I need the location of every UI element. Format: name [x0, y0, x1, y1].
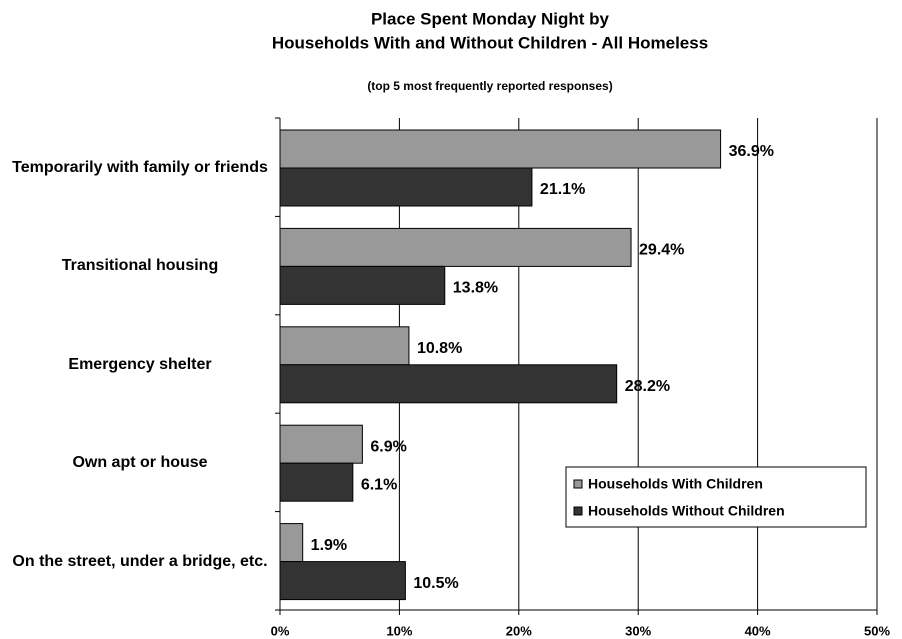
bar: [279, 167, 533, 207]
data-label: 6.1%: [361, 476, 397, 493]
legend-swatch: [573, 479, 583, 489]
bar: [279, 462, 354, 502]
legend-label: Households Without Children: [588, 503, 785, 519]
data-label: 10.8%: [417, 340, 462, 357]
chart-subtitle: (top 5 most frequently reported response…: [367, 79, 612, 93]
bar: [279, 227, 632, 267]
data-label: 1.9%: [311, 537, 347, 554]
data-label: 28.2%: [625, 378, 670, 395]
category-label: On the street, under a bridge, etc.: [12, 552, 268, 570]
data-label: 29.4%: [639, 242, 684, 259]
bar: [279, 561, 406, 601]
x-tick-label: 10%: [386, 623, 412, 638]
legend-box: [565, 466, 867, 528]
x-tick-label: 20%: [506, 623, 532, 638]
category-label: Temporarily with family or friends: [12, 159, 268, 176]
category-label: Own apt or house: [72, 454, 208, 472]
chart-title: Households With and Without Children - A…: [272, 33, 708, 52]
bar: [279, 265, 446, 305]
data-label: 13.8%: [453, 280, 498, 297]
bar: [279, 364, 618, 404]
data-label: 6.9%: [370, 438, 406, 455]
data-label: 21.1%: [540, 181, 585, 198]
bar: [279, 424, 363, 464]
category-label: Transitional housing: [61, 257, 219, 275]
bar: [279, 523, 304, 563]
legend-swatch: [573, 506, 583, 516]
legend-label: Households With Children: [588, 476, 763, 492]
data-label: 10.5%: [413, 575, 458, 592]
bar: [279, 129, 722, 169]
bar: [279, 326, 410, 366]
x-tick-label: 50%: [864, 623, 890, 638]
x-tick-label: 30%: [625, 623, 651, 638]
category-label: Emergency shelter: [68, 355, 212, 373]
x-tick-label: 0%: [271, 623, 290, 638]
data-label: 36.9%: [729, 143, 774, 160]
chart-title: Place Spent Monday Night by: [371, 9, 610, 28]
x-tick-label: 40%: [745, 623, 771, 638]
